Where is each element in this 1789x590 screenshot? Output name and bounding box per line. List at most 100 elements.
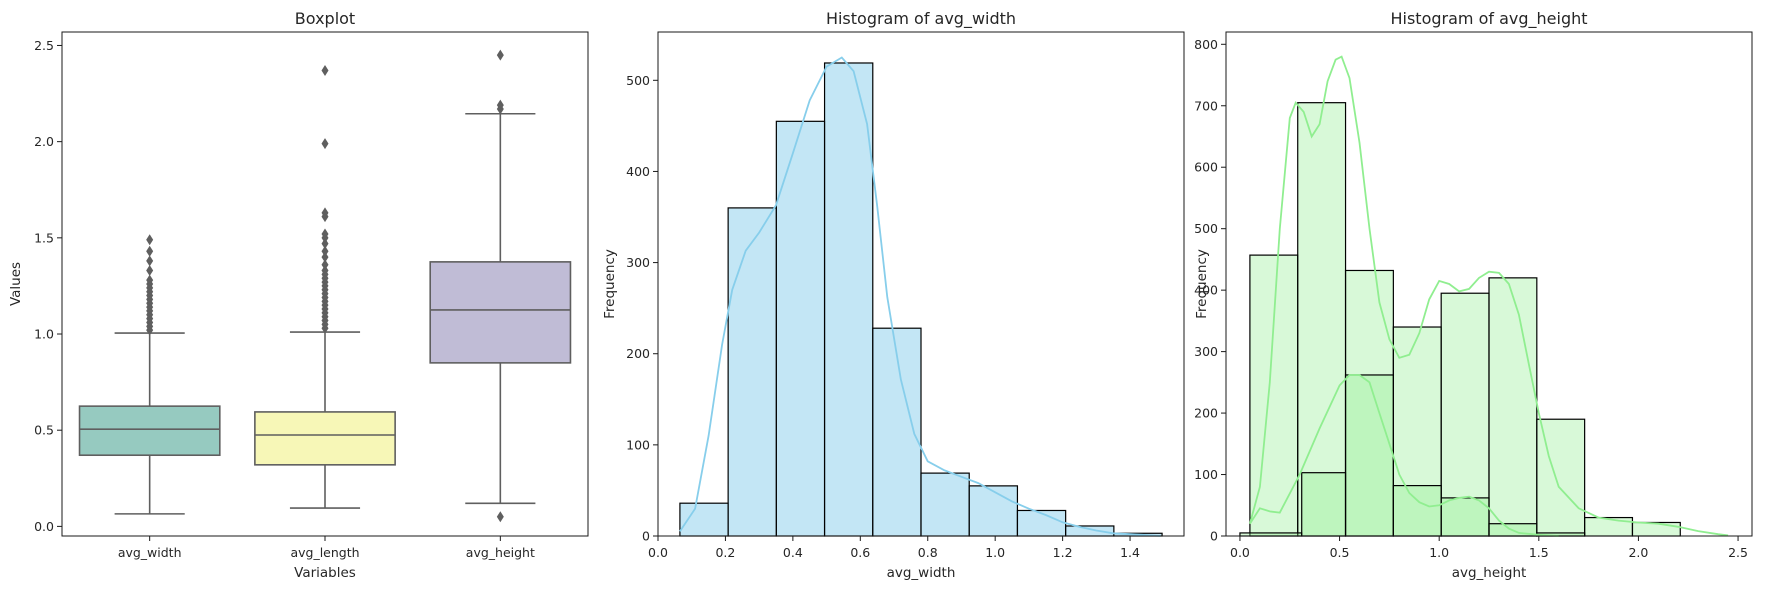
histogram-bar bbox=[1344, 374, 1394, 537]
y-tick-label: 2.0 bbox=[34, 134, 54, 149]
x-tick-label: 2.0 bbox=[1628, 545, 1648, 560]
width-histogram-y-label: Frequency bbox=[602, 249, 618, 319]
y-tick-label: 1.0 bbox=[34, 327, 54, 342]
histogram-bar bbox=[1631, 521, 1681, 537]
histogram-bar bbox=[1488, 277, 1538, 537]
outlier-point bbox=[321, 228, 329, 240]
box-avg_height bbox=[429, 49, 572, 523]
height-histogram-title: Histogram of avg_height bbox=[1390, 9, 1587, 29]
y-tick-label: 300 bbox=[626, 255, 650, 270]
outlier-point bbox=[496, 49, 504, 61]
outlier-point bbox=[146, 265, 154, 277]
histogram-bar bbox=[1297, 102, 1347, 537]
histogram-bar bbox=[1065, 525, 1115, 537]
outlier-point bbox=[321, 265, 329, 277]
histogram-bar bbox=[1249, 254, 1299, 537]
y-tick-label: 0 bbox=[1210, 529, 1218, 544]
histogram-bar bbox=[823, 62, 874, 537]
width-histogram-title: Histogram of avg_width bbox=[826, 9, 1016, 29]
iqr-box bbox=[429, 261, 572, 364]
outlier-point bbox=[321, 259, 329, 271]
boxplot-panel: avg_width avg_length avg_height 0.0 0.5 1.0 1… bbox=[8, 9, 589, 581]
histogram-series-1 bbox=[679, 62, 1163, 537]
width-histogram-panel: 0.0 0.2 0.4 0.6 0.8 1.0 1.2 1.4 0 100 200 300 400 50… bbox=[602, 9, 1185, 581]
height-histogram-y-label: Frequency bbox=[1194, 249, 1210, 319]
kde-curve bbox=[679, 56, 1161, 537]
histogram-bar bbox=[1584, 516, 1634, 537]
outlier-point bbox=[496, 511, 504, 523]
outlier-point bbox=[321, 245, 329, 257]
outlier-point bbox=[496, 99, 504, 111]
x-tick-label: 0.6 bbox=[850, 545, 870, 560]
histogram-bar bbox=[1301, 472, 1347, 537]
x-tick-label: 0.0 bbox=[648, 545, 668, 560]
height-histogram-x-ticks: 0.0 0.5 1.0 1.5 2.0 2.5 bbox=[1230, 536, 1748, 560]
histogram-bar bbox=[968, 485, 1019, 537]
y-tick-label: 400 bbox=[626, 164, 650, 179]
y-tick-label: 700 bbox=[1194, 98, 1218, 113]
histogram-bar bbox=[775, 120, 826, 537]
y-tick-label: 0.0 bbox=[34, 519, 54, 534]
kde-curve bbox=[1249, 374, 1559, 537]
iqr-box bbox=[254, 411, 396, 466]
boxplot-x-label: Variables bbox=[294, 565, 356, 581]
boxplot-plot-area bbox=[78, 49, 572, 523]
width-histogram-x-ticks: 0.0 0.2 0.4 0.6 0.8 1.0 1.2 1.4 bbox=[648, 536, 1140, 560]
outlier-point bbox=[321, 138, 329, 150]
box-avg_width bbox=[78, 234, 221, 515]
x-tick-label: 1.0 bbox=[985, 545, 1005, 560]
boxplot-title: Boxplot bbox=[295, 9, 355, 28]
y-tick-label: 300 bbox=[1194, 344, 1218, 359]
y-tick-label: 100 bbox=[626, 437, 650, 452]
x-tick-label: 1.0 bbox=[1429, 545, 1449, 560]
histogram-bar bbox=[920, 472, 970, 537]
y-tick-label: 2.5 bbox=[34, 38, 54, 53]
histogram-bar bbox=[1440, 292, 1490, 537]
outlier-point bbox=[321, 207, 329, 219]
box-avg_length bbox=[254, 64, 396, 509]
x-tick-label: 0.8 bbox=[918, 545, 938, 560]
y-tick-label: 200 bbox=[626, 346, 650, 361]
width-histogram-y-ticks: 0 100 200 300 400 500 bbox=[626, 73, 658, 544]
y-tick-label: 800 bbox=[1194, 37, 1218, 52]
boxplot-y-ticks: 0.0 0.5 1.0 1.5 2.0 2.5 bbox=[34, 38, 62, 534]
height-histogram-frame bbox=[1225, 31, 1753, 537]
kde-curve bbox=[1249, 55, 1729, 537]
width-histogram-x-label: avg_width bbox=[887, 565, 956, 581]
x-tick-label: 0.0 bbox=[1230, 545, 1250, 560]
x-tick-label: avg_height bbox=[466, 545, 535, 560]
iqr-box bbox=[78, 405, 221, 457]
y-tick-label: 400 bbox=[1194, 283, 1218, 298]
boxplot-y-label: Values bbox=[8, 262, 24, 306]
x-tick-label: avg_width bbox=[118, 545, 182, 560]
x-tick-label: 1.2 bbox=[1053, 545, 1073, 560]
outlier-point bbox=[321, 238, 329, 250]
y-tick-label: 500 bbox=[626, 73, 650, 88]
y-tick-label: 0 bbox=[642, 529, 650, 544]
outlier-point bbox=[146, 234, 154, 246]
histogram-bar bbox=[1392, 485, 1442, 537]
height-histogram-y-ticks: 0 100 200 300 400 500 600 700 800 bbox=[1194, 37, 1226, 544]
width-histogram-plot-area bbox=[679, 56, 1163, 537]
outlier-point bbox=[146, 274, 154, 286]
x-tick-label: 0.5 bbox=[1330, 545, 1350, 560]
y-tick-label: 500 bbox=[1194, 221, 1218, 236]
x-tick-label: 1.5 bbox=[1529, 545, 1549, 560]
x-tick-label: 2.5 bbox=[1728, 545, 1748, 560]
outlier-point bbox=[321, 251, 329, 263]
outlier-point bbox=[146, 255, 154, 267]
outlier-point bbox=[321, 64, 329, 76]
y-tick-label: 600 bbox=[1194, 160, 1218, 175]
width-histogram-frame bbox=[657, 31, 1185, 537]
y-tick-label: 200 bbox=[1194, 406, 1218, 421]
x-tick-label: avg_length bbox=[290, 545, 359, 560]
x-tick-label: 0.2 bbox=[715, 545, 735, 560]
height-histogram-x-label: avg_height bbox=[1452, 565, 1527, 581]
x-tick-label: 0.4 bbox=[783, 545, 803, 560]
y-tick-label: 0.5 bbox=[34, 423, 54, 438]
outlier-point bbox=[146, 245, 154, 257]
y-tick-label: 100 bbox=[1194, 467, 1218, 482]
x-tick-label: 1.4 bbox=[1120, 545, 1140, 560]
height-histogram-panel: 0.0 0.5 1.0 1.5 2.0 2.5 0 100 200 300 400 500 600 70… bbox=[1194, 9, 1753, 581]
